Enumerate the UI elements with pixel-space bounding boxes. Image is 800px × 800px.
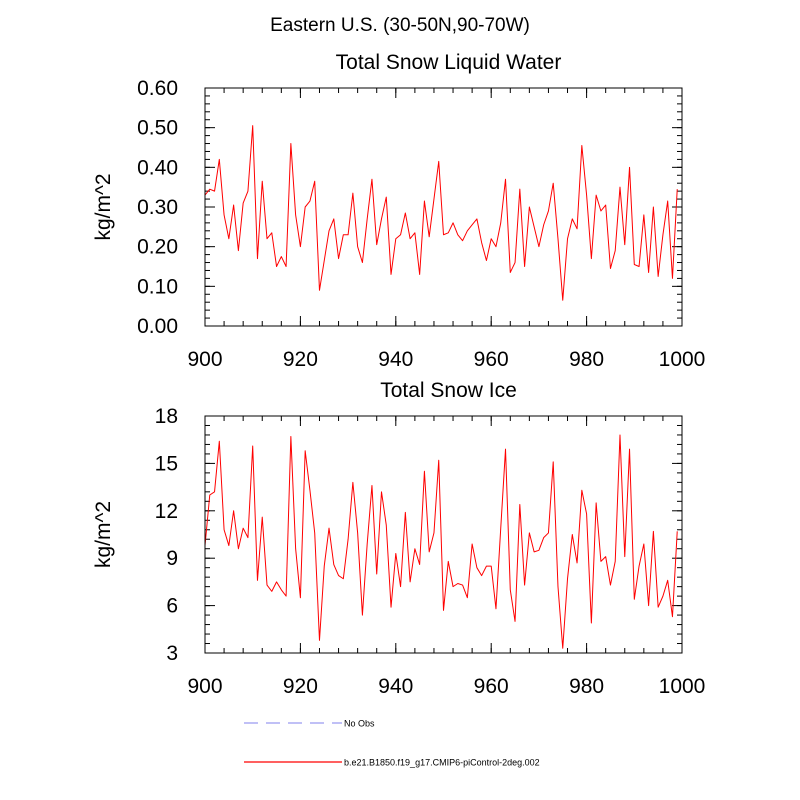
panel-title: Total Snow Ice	[380, 379, 517, 402]
x-tick-label: 1000	[659, 348, 706, 371]
legend-model-label: b.e21.B1850.f19_g17.CMIP6-piControl-2deg…	[344, 758, 540, 768]
x-tick-label: 980	[569, 348, 604, 371]
y-tick-label: 3	[166, 642, 178, 665]
x-tick-label: 940	[378, 348, 413, 371]
y-axis-label: kg/m^2	[92, 173, 115, 240]
x-tick-label: 960	[474, 675, 509, 698]
y-axis-label: kg/m^2	[92, 501, 115, 568]
y-tick-label: 15	[155, 452, 178, 475]
x-tick-label: 980	[569, 675, 604, 698]
snow-ice-panel: Total Snow Ice kg/m^2 900 920 940 960 980 1000 3…	[92, 379, 705, 698]
y-tick-label: 0.10	[137, 275, 178, 298]
y-tick-label: 12	[155, 500, 178, 523]
x-tick-label: 920	[283, 675, 318, 698]
x-tick-label: 900	[187, 675, 222, 698]
legend-no-obs-label: No Obs	[344, 719, 375, 729]
y-tick-label: 0.00	[137, 315, 178, 338]
plot-frame	[204, 87, 683, 327]
x-tick-label: 1000	[659, 675, 706, 698]
x-tick-label: 960	[474, 348, 509, 371]
plot-frame	[204, 415, 683, 654]
series-line	[204, 125, 678, 301]
y-tick-label: 9	[166, 547, 178, 570]
y-tick-label: 0.50	[137, 117, 178, 140]
y-tick-label: 6	[166, 595, 178, 618]
series-line	[204, 434, 678, 649]
y-tick-label: 0.40	[137, 156, 178, 179]
snow-liquid-water-panel: Total Snow Liquid Water kg/m^2 900 920 940 96…	[92, 51, 705, 371]
x-tick-label: 920	[283, 348, 318, 371]
y-tick-label: 18	[155, 405, 178, 428]
legend: No Obs b.e21.B1850.f19_g17.CMIP6-piContr…	[244, 719, 540, 768]
y-tick-label: 0.30	[137, 196, 178, 219]
panel-title: Total Snow Liquid Water	[336, 51, 562, 74]
y-tick-label: 0.20	[137, 236, 178, 259]
x-tick-label: 940	[378, 675, 413, 698]
region-title: Eastern U.S. (30-50N,90-70W)	[270, 15, 530, 36]
x-tick-label: 900	[187, 348, 222, 371]
y-tick-label: 0.60	[137, 77, 178, 100]
